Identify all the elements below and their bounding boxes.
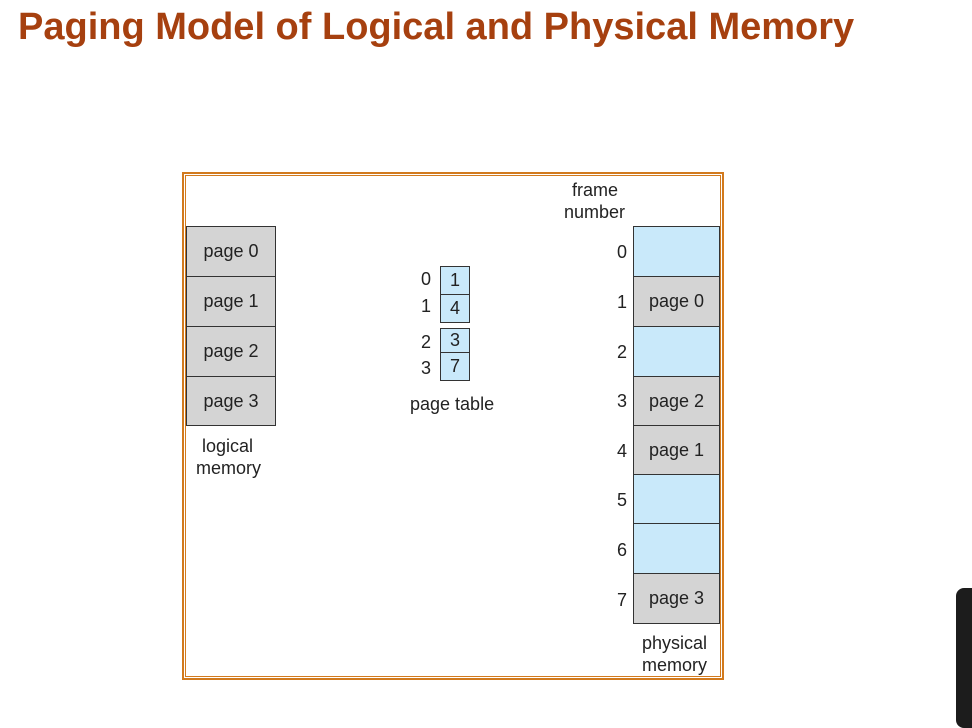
page-table-index-0: 0: [421, 269, 432, 289]
slide-title: Paging Model of Logical and Physical Mem…: [18, 6, 855, 48]
logical-page-3: page 3: [186, 376, 276, 426]
physical-memory-caption-line2: memory: [642, 655, 708, 675]
logical-memory-caption-line2: memory: [196, 458, 262, 478]
logical-page-2: page 2: [186, 326, 276, 377]
physical-frame-7: page 3: [633, 573, 720, 624]
page-table-index-3: 3: [421, 358, 432, 378]
frame-number-2: 2: [617, 342, 628, 362]
physical-frame-5: [633, 474, 720, 524]
page-table-index-2: 2: [421, 332, 432, 352]
corner-overlay-widget[interactable]: [956, 588, 972, 728]
logical-page-0: page 0: [186, 226, 276, 277]
physical-frame-2: [633, 326, 720, 377]
logical-page-1: page 1: [186, 276, 276, 327]
physical-frame-6: [633, 523, 720, 574]
diagram-outer-border: [182, 172, 724, 680]
logical-memory-caption-line1: logical: [202, 436, 254, 456]
frame-number-0: 0: [617, 242, 628, 262]
page-table-entry-2: 3: [440, 328, 470, 353]
frame-number-header-line1: frame: [572, 180, 619, 200]
frame-number-5: 5: [617, 490, 628, 510]
page-table-entry-3: 7: [440, 352, 470, 381]
frame-number-header-line2: number: [564, 202, 626, 222]
frame-number-4: 4: [617, 441, 628, 461]
frame-number-7: 7: [617, 590, 628, 610]
physical-frame-4: page 1: [633, 425, 720, 475]
physical-memory-caption-line1: physical: [642, 633, 708, 653]
page-table-entry-1: 4: [440, 294, 470, 323]
page-table-index-1: 1: [421, 296, 432, 316]
physical-frame-1: page 0: [633, 276, 720, 327]
page-table-caption: page table: [410, 394, 495, 414]
frame-number-6: 6: [617, 540, 628, 560]
physical-frame-3: page 2: [633, 376, 720, 426]
physical-frame-0: [633, 226, 720, 277]
page-table-entry-0: 1: [440, 266, 470, 295]
frame-number-3: 3: [617, 391, 628, 411]
frame-number-1: 1: [617, 292, 628, 312]
